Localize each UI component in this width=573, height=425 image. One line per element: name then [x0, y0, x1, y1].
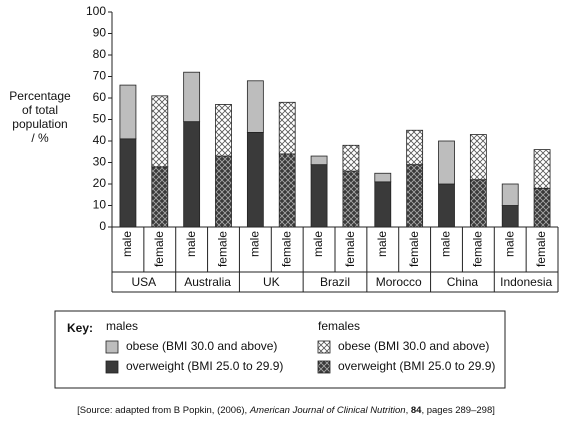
bar-segment: [342, 170, 360, 228]
bar-segment: [151, 95, 169, 168]
bar-segment: [501, 205, 519, 228]
legend-label: overweight (BMI 25.0 to 29.9): [338, 359, 495, 373]
bar-segment: [438, 140, 455, 185]
y-axis-label: / %: [31, 131, 49, 145]
group-label: USA: [132, 275, 157, 289]
legend-swatch: [317, 340, 331, 354]
bar-segment: [533, 149, 551, 189]
bar-segment: [183, 121, 201, 228]
bar-segment: [374, 172, 392, 183]
source-part: , pages 289–298]: [421, 405, 494, 416]
bar-segment: [406, 129, 424, 166]
y-axis-label: population: [12, 117, 67, 131]
bar-segment: [119, 138, 137, 228]
x-tick-label: female: [407, 231, 421, 267]
x-tick-label: female: [471, 231, 485, 267]
x-tick-label: male: [184, 231, 198, 257]
bar-segment: [469, 179, 487, 228]
bar-segment: [310, 164, 328, 228]
bar-segment: [501, 183, 519, 206]
source-part: ,: [406, 405, 411, 416]
bar-segment: [119, 84, 137, 140]
x-tick-label: male: [311, 231, 325, 257]
x-tick-label: male: [120, 231, 134, 257]
group-label: UK: [263, 275, 280, 289]
y-tick-label: 80: [93, 47, 107, 61]
legend-swatch: [105, 340, 119, 354]
x-tick-label: male: [375, 231, 389, 257]
legend-label: obese (BMI 30.0 and above): [338, 339, 489, 353]
y-tick-label: 90: [93, 26, 107, 40]
legend-swatch: [105, 360, 119, 374]
bar-segment: [278, 153, 296, 228]
bar-segment: [342, 144, 360, 172]
bar-segment: [278, 101, 296, 155]
bar-segment: [215, 104, 232, 157]
y-tick-label: 70: [93, 69, 107, 83]
y-tick-label: 50: [93, 112, 107, 126]
x-tick-label: female: [343, 231, 357, 267]
group-label: Indonesia: [500, 275, 552, 289]
source-part: [Source: adapted from B Popkin, (2006),: [77, 405, 250, 416]
bar-segment: [406, 164, 424, 228]
y-tick-label: 30: [93, 155, 107, 169]
bar-segment: [310, 155, 328, 166]
y-tick-label: 20: [93, 176, 107, 190]
x-tick-label: male: [502, 231, 516, 257]
bar-segment: [246, 131, 264, 228]
bar-segment: [183, 71, 201, 123]
y-tick-label: 0: [99, 219, 106, 233]
bar-segment: [374, 181, 392, 228]
x-tick-label: female: [279, 231, 293, 267]
group-label: Brazil: [320, 275, 350, 289]
group-label: China: [447, 275, 479, 289]
bar-segment: [151, 166, 169, 228]
bar-segment: [533, 187, 551, 228]
bar-segment: [469, 134, 487, 181]
legend-label: obese (BMI 30.0 and above): [126, 339, 277, 353]
x-tick-label: female: [216, 231, 230, 267]
x-tick-label: male: [439, 231, 453, 257]
source-volume: 84: [411, 405, 422, 416]
group-label: Morocco: [376, 275, 422, 289]
bar-segment: [215, 155, 232, 228]
legend-group: females: [318, 319, 360, 333]
x-tick-label: female: [152, 231, 166, 267]
x-tick-label: male: [248, 231, 262, 257]
y-tick-label: 10: [93, 198, 107, 212]
legend-group: males: [106, 319, 138, 333]
x-tick-label: female: [534, 231, 548, 267]
source-journal: American Journal of Clinical Nutrition: [249, 405, 406, 416]
bar-segment: [438, 183, 455, 228]
source: [Source: adapted from B Popkin, (2006), …: [77, 405, 495, 416]
group-label: Australia: [184, 275, 231, 289]
bar-segment: [246, 80, 264, 133]
legend-box: [54, 310, 506, 389]
legend-key: Key:: [67, 321, 93, 335]
y-tick-label: 40: [93, 133, 107, 147]
y-axis-label: of total: [22, 103, 58, 117]
y-tick-label: 60: [93, 90, 107, 104]
legend-swatch: [317, 360, 331, 374]
y-axis-label: Percentage: [9, 89, 71, 103]
y-tick-label: 100: [86, 4, 106, 18]
legend-label: overweight (BMI 25.0 to 29.9): [126, 359, 283, 373]
